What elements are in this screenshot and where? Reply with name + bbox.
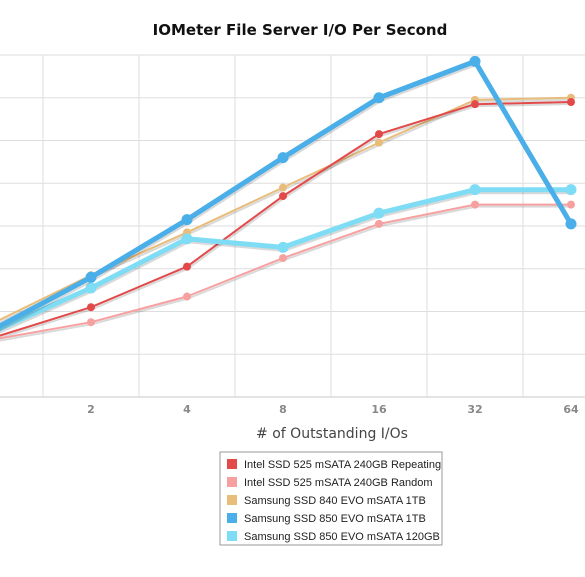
legend-swatch — [227, 495, 237, 505]
legend-swatch — [227, 513, 237, 523]
legend-swatch — [227, 477, 237, 487]
x-tick-label: 64 — [563, 403, 579, 416]
data-point — [373, 207, 385, 219]
chart-title: IOMeter File Server I/O Per Second — [153, 21, 448, 39]
data-point — [471, 100, 479, 109]
data-point — [565, 218, 577, 230]
legend-label: Samsung SSD 840 EVO mSATA 1TB — [244, 495, 426, 507]
legend: Intel SSD 525 mSATA 240GB Repeating Intel… — [219, 451, 443, 546]
series-2 — [0, 200, 575, 342]
series-group — [0, 55, 577, 342]
x-axis: 2 4 8 16 32 64 — [87, 403, 579, 416]
data-point — [469, 184, 481, 196]
data-point — [87, 303, 95, 312]
series-line-shadow — [0, 103, 573, 339]
data-point — [183, 262, 191, 271]
x-tick-label: 2 — [87, 403, 95, 416]
data-point — [181, 214, 193, 226]
series-line-shadow — [0, 205, 572, 342]
data-point — [471, 200, 479, 209]
data-point — [277, 152, 289, 164]
data-point — [181, 233, 193, 245]
legend-label: Intel SSD 525 mSATA 240GB Random — [244, 477, 433, 489]
data-point — [87, 318, 95, 327]
data-point — [373, 92, 385, 104]
data-point — [279, 254, 287, 263]
x-axis-label: # of Outstanding I/Os — [256, 426, 408, 442]
data-point — [565, 184, 577, 196]
series-line — [0, 101, 572, 337]
x-tick-label: 8 — [279, 403, 287, 416]
legend-label: Samsung SSD 850 EVO mSATA 1TB — [244, 513, 426, 525]
data-point — [375, 130, 383, 139]
data-point — [0, 326, 1, 331]
x-tick-label: 16 — [371, 403, 387, 416]
data-point — [277, 241, 289, 253]
data-point — [567, 200, 575, 209]
data-point — [85, 282, 97, 294]
data-point — [567, 98, 575, 107]
legend-label: Samsung SSD 850 EVO mSATA 120GB — [244, 531, 440, 543]
data-point — [375, 138, 383, 147]
data-point — [85, 271, 97, 283]
legend-label: Intel SSD 525 mSATA 240GB Repeating — [244, 459, 441, 471]
data-point — [469, 55, 481, 67]
legend-box — [219, 451, 443, 546]
x-tick-label: 4 — [183, 403, 191, 416]
data-point — [279, 183, 287, 192]
legend-swatch — [227, 459, 237, 469]
data-point — [375, 219, 383, 228]
series-1 — [0, 98, 575, 339]
series-5 — [0, 184, 577, 334]
data-point — [183, 292, 191, 301]
data-point — [279, 192, 287, 201]
series-line — [0, 203, 571, 340]
series-4 — [0, 55, 577, 332]
legend-swatch — [227, 531, 237, 541]
x-tick-label: 32 — [467, 403, 482, 416]
